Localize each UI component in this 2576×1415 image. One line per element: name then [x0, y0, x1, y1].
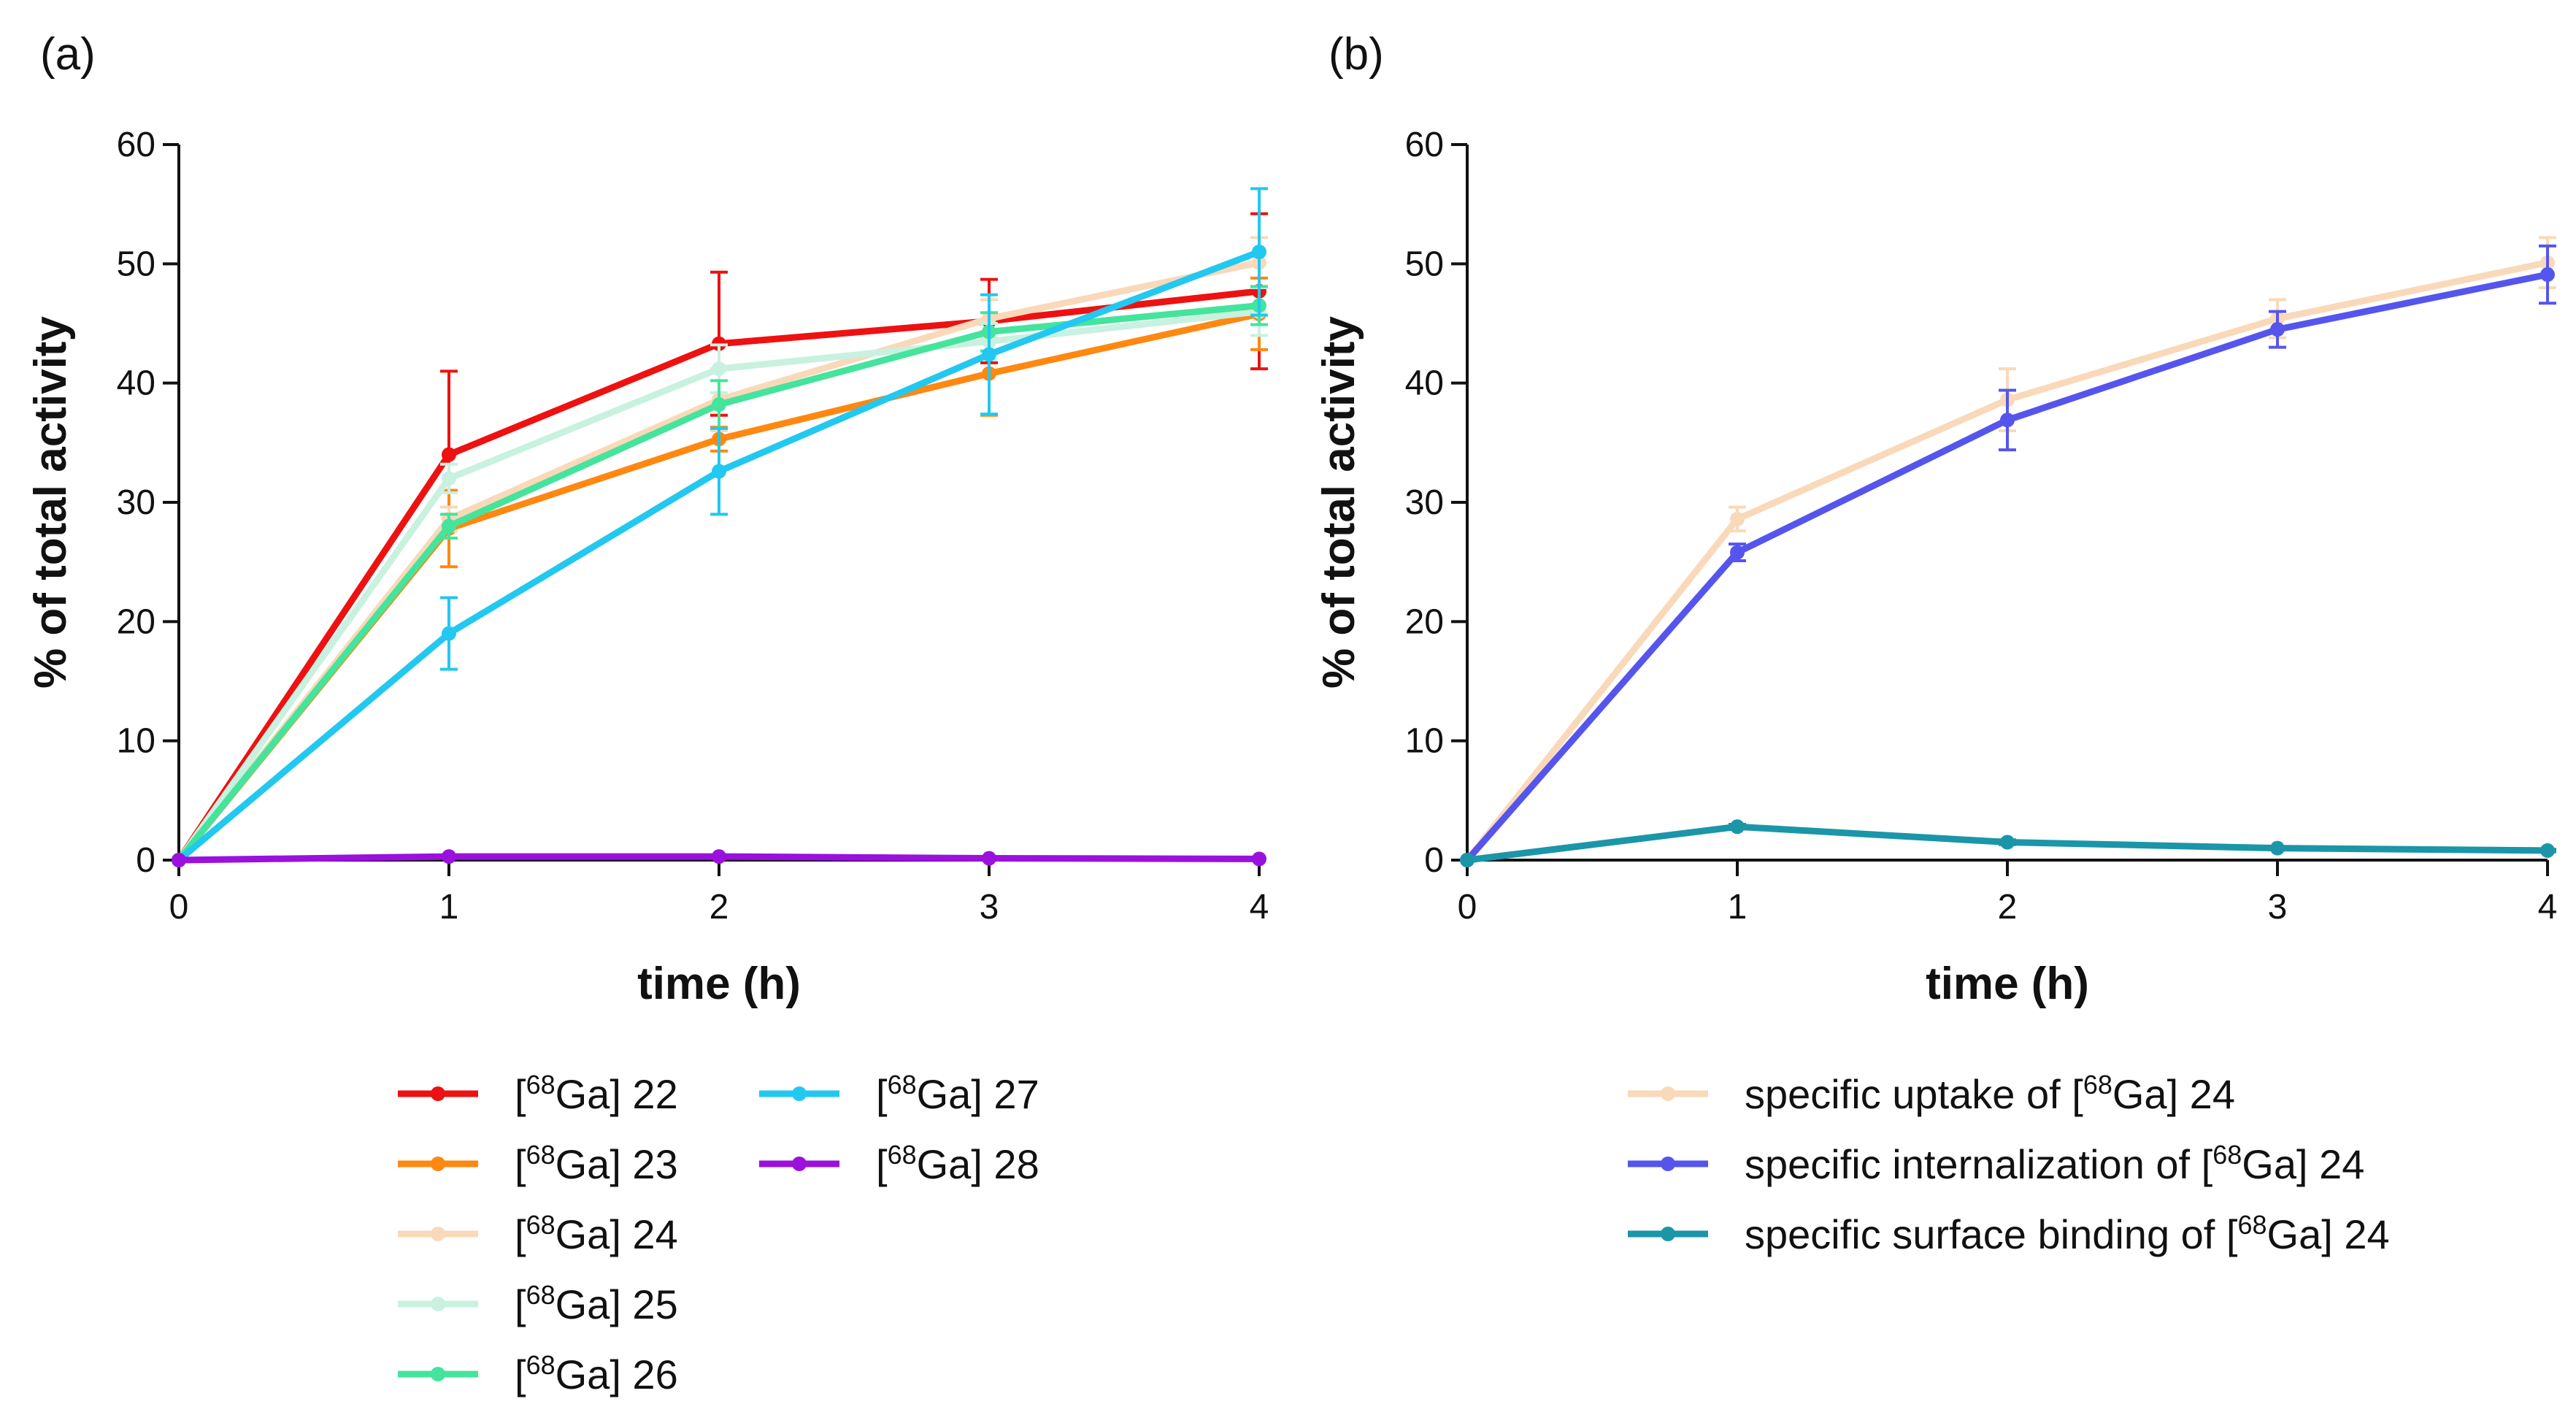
y-tick-label: 20 [117, 602, 155, 641]
panel-label: (a) [40, 29, 96, 80]
legend-label: [68Ga] 26 [515, 1350, 678, 1397]
y-tick-label: 20 [1405, 602, 1444, 641]
x-tick-label: 3 [2268, 888, 2288, 927]
legend-label: specific internalization of [68Ga] 24 [1745, 1140, 2364, 1187]
x-axis-title: time (h) [1926, 959, 2089, 1009]
y-tick-label: 30 [1405, 483, 1444, 522]
x-tick-label: 2 [1998, 888, 2018, 927]
panel-label: (b) [1329, 29, 1384, 80]
y-tick-label: 40 [117, 364, 155, 403]
legend-label: [68Ga] 24 [515, 1210, 678, 1257]
data-point [2270, 840, 2285, 856]
legend-label: [68Ga] 27 [876, 1070, 1039, 1117]
y-tick-label: 60 [1405, 126, 1444, 164]
data-point [442, 518, 456, 534]
data-point [2270, 322, 2285, 337]
data-point [1252, 851, 1266, 867]
data-point [442, 849, 456, 864]
data-point [1730, 511, 1745, 526]
data-point [1252, 245, 1266, 259]
x-tick-label: 3 [980, 888, 999, 927]
legend-marker [431, 1297, 445, 1311]
x-tick-label: 1 [439, 888, 459, 927]
x-tick-label: 0 [1458, 888, 1477, 927]
legend-item: specific uptake of [68Ga] 24 [1628, 1070, 2235, 1117]
legend-marker [431, 1086, 445, 1101]
data-point [982, 347, 996, 362]
series-28-6 [172, 849, 1266, 867]
legend-label: specific uptake of [68Ga] 24 [1745, 1070, 2235, 1117]
data-point [442, 626, 456, 641]
y-axis-title: % of total activity [1314, 316, 1364, 689]
x-tick-label: 0 [169, 888, 189, 927]
data-point [442, 471, 456, 486]
x-tick-label: 4 [2538, 888, 2558, 927]
data-point [2000, 413, 2015, 428]
data-point [712, 397, 726, 413]
legend-label: [68Ga] 25 [515, 1280, 678, 1327]
data-point [712, 464, 726, 479]
legend-item: specific internalization of [68Ga] 24 [1628, 1140, 2364, 1187]
legend-marker [1661, 1086, 1675, 1101]
legend-marker [1661, 1157, 1675, 1171]
legend-marker [431, 1227, 445, 1241]
y-tick-label: 50 [1405, 245, 1444, 283]
legend-item: [68Ga] 28 [759, 1140, 1039, 1187]
series-25-3 [172, 286, 1268, 867]
legend-item: specific surface binding of [68Ga] 24 [1628, 1210, 2390, 1257]
data-point [172, 853, 186, 867]
x-tick-label: 1 [1728, 888, 1748, 927]
panel-b: (b) 0 10 20 30 40 50 60 0 1 2 3 4 time (h) % of total … [1314, 29, 2557, 1257]
legend-item: [68Ga] 24 [398, 1210, 678, 1257]
legend-label: [68Ga] 28 [876, 1140, 1039, 1187]
legend-label: [68Ga] 22 [515, 1070, 678, 1117]
panel-a: (a) 0 10 20 30 40 50 60 0 1 2 3 4 time (h) % of total … [26, 29, 1269, 1397]
series-24-2 [1460, 819, 2556, 867]
legend-marker [431, 1367, 445, 1381]
y-tick-label: 10 [117, 722, 155, 761]
series-line [1464, 271, 2548, 862]
x-tick-label: 2 [710, 888, 729, 927]
data-point [982, 851, 996, 866]
y-tick-label: 30 [117, 483, 155, 522]
y-tick-label: 40 [1405, 364, 1444, 403]
data-point [1730, 819, 1745, 835]
x-axis-title: time (h) [637, 959, 801, 1009]
y-tick-label: 50 [117, 245, 155, 283]
legend-marker [792, 1157, 807, 1171]
legend-label: specific surface binding of [68Ga] 24 [1745, 1210, 2390, 1257]
data-point [712, 361, 726, 377]
data-point [2000, 835, 2015, 850]
legend-label: [68Ga] 23 [515, 1140, 678, 1187]
data-point [1460, 853, 1475, 867]
series-27-5 [172, 187, 1268, 867]
y-axis-title: % of total activity [26, 316, 76, 689]
series-line [1464, 259, 2548, 862]
x-tick-label: 4 [1250, 888, 1269, 927]
legend-item: [68Ga] 23 [398, 1140, 678, 1187]
legend-item: [68Ga] 25 [398, 1280, 678, 1327]
y-tick-label: 0 [136, 841, 155, 880]
legend-item: [68Ga] 26 [398, 1350, 678, 1397]
y-tick-label: 60 [117, 126, 155, 164]
series-24-1 [1460, 244, 2556, 867]
legend-marker [1661, 1227, 1675, 1241]
data-point [712, 849, 726, 864]
data-point [2540, 267, 2555, 283]
legend-marker [431, 1157, 445, 1171]
data-point [442, 447, 456, 462]
legend-item: [68Ga] 27 [759, 1070, 1039, 1117]
data-point [1730, 545, 1745, 560]
series-24-0 [1460, 236, 2556, 867]
legend-item: [68Ga] 22 [398, 1070, 678, 1117]
y-tick-label: 10 [1405, 722, 1444, 761]
y-tick-label: 0 [1424, 841, 1444, 880]
legend-marker [792, 1086, 807, 1101]
data-point [2540, 843, 2555, 858]
